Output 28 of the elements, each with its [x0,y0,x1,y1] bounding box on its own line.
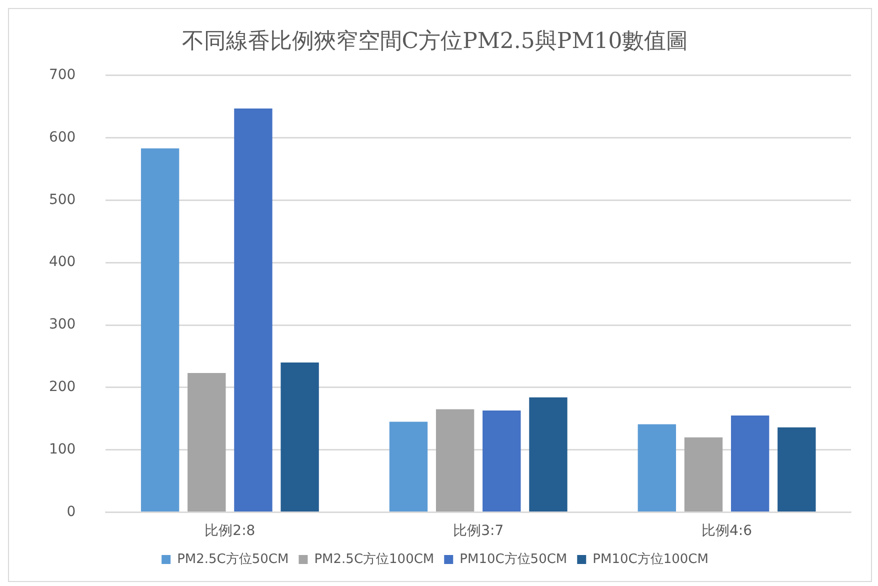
x-tick-label: 比例4:6 [702,523,752,540]
bar [638,424,676,512]
bar [389,422,428,512]
legend-label: PM10C方位50CM [460,550,568,567]
y-tick-label: 200 [48,379,76,396]
y-tick-label: 100 [48,441,76,458]
x-tick-label: 比例3:7 [453,523,504,540]
bar [234,108,272,512]
bar [778,427,816,512]
y-tick-label: 600 [48,129,76,146]
bar [684,437,723,512]
legend-label: PM2.5C方位100CM [314,550,434,567]
y-tick-label: 700 [48,67,76,84]
bar [730,415,770,512]
bar [482,410,521,512]
y-tick-label: 500 [48,192,76,208]
y-tick-label: 400 [48,254,76,270]
legend-label: PM10C方位100CM [592,550,708,567]
bar [529,397,568,512]
y-tick-label: 0 [66,504,76,520]
bar [140,148,180,512]
x-tick-label: 比例2:8 [204,523,256,540]
legend-label: PM2.5C方位50CM [177,550,289,567]
bar [280,362,319,512]
chart-title: 不同線香比例狹窄空間C方位PM2.5與PM10數值圖 [182,28,688,54]
bar [436,409,474,512]
bar [188,373,226,512]
y-tick-label: 300 [48,316,76,333]
